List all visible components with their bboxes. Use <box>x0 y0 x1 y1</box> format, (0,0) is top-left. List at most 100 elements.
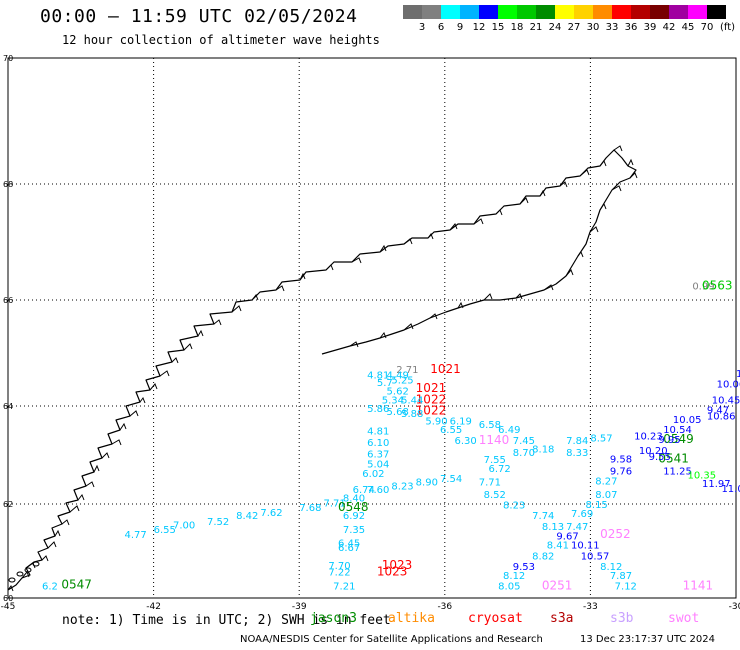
wave-height-value: 10.06 <box>717 379 740 390</box>
greenland-coastline <box>7 145 638 592</box>
latitude-label: 66 <box>3 296 13 305</box>
colorbar-unit: (ft) <box>720 22 735 33</box>
colorbar-cell <box>574 5 593 19</box>
wave-height-value: 7.87 <box>610 571 632 582</box>
wave-height-value: 8.52 <box>484 490 506 501</box>
wave-height-value: 4.49 <box>387 370 409 381</box>
map-frame <box>7 57 737 599</box>
colorbar-cell <box>403 5 422 19</box>
wave-height-value: 6.2 <box>42 582 58 593</box>
wave-height-value: 6.74 <box>353 485 375 496</box>
wave-height-value: 8.82 <box>532 551 554 562</box>
wave-height-value: 6.67 <box>338 543 360 554</box>
wave-height-value: 8.40 <box>343 494 365 505</box>
wave-height-value: 7.22 <box>328 567 350 578</box>
satellite-legend-s3b: s3b <box>610 611 634 626</box>
wave-height-value: 7.52 <box>207 517 229 528</box>
colorbar-tick-label: 70 <box>701 22 714 33</box>
fjord-detail <box>139 396 146 404</box>
fjord-detail <box>495 209 503 216</box>
fjord-detail <box>69 505 80 513</box>
wave-height-value: 11.02 <box>721 484 740 495</box>
fjord-detail <box>197 329 204 337</box>
fjord-detail <box>7 584 14 592</box>
fjord-detail <box>379 332 387 339</box>
wave-height-value: 10.57 <box>581 551 610 562</box>
wave-height-value: 7.68 <box>299 503 321 514</box>
colorbar-cell <box>669 5 688 19</box>
wave-height-value: 8.23 <box>503 501 525 512</box>
colorbar-cell <box>612 5 631 19</box>
fjord-detail <box>403 323 414 331</box>
colorbar-tick-label: 9 <box>457 22 463 33</box>
island <box>16 571 24 577</box>
latitude-label: 70 <box>3 54 13 63</box>
wave-height-value: 10.86 <box>707 412 736 423</box>
wave-height-value: 9.53 <box>513 562 535 573</box>
wave-height-value: 8.18 <box>532 445 554 456</box>
colorbar-tick-label: 42 <box>663 22 676 33</box>
colorbar-tick-label: 24 <box>549 22 562 33</box>
pass-time-label: 0549 <box>663 432 694 446</box>
wave-height-value: 7.62 <box>260 508 282 519</box>
colorbar-cell <box>688 5 707 19</box>
wave-height-value: 8.90 <box>416 477 438 488</box>
footer: NOAA/NESDIS Center for Satellite Applica… <box>240 634 715 645</box>
colorbar-tick-label: 27 <box>568 22 581 33</box>
credit-text: NOAA/NESDIS Center for Satellite Applica… <box>240 634 543 645</box>
fjord-detail <box>519 197 529 205</box>
fjord-detail <box>559 181 568 188</box>
fjord-detail <box>41 555 49 562</box>
coastline-path <box>7 149 637 591</box>
wave-height-value: 4.77 <box>124 530 146 541</box>
lat-lon-grid <box>7 57 737 599</box>
wave-height-value: 5.7 <box>377 378 393 389</box>
wave-height-value: 7.84 <box>566 436 588 447</box>
wave-height-value: 6.49 <box>498 425 520 436</box>
wave-height-value: 7.74 <box>532 511 554 522</box>
fjord-detail <box>543 284 554 291</box>
page-subtitle: 12 hour collection of altimeter wave hei… <box>62 33 380 47</box>
wave-height-value: 5.86 <box>367 404 389 415</box>
satellite-legend-jason3: jason3 <box>310 611 357 626</box>
longitude-label: -45 <box>1 602 16 612</box>
fjord-detail <box>85 481 95 488</box>
wave-height-value: 9.67 <box>556 531 578 542</box>
wave-height-value: 10.54 <box>663 425 692 436</box>
longitude-label: -42 <box>146 602 161 612</box>
colorbar-tick-label: 6 <box>438 22 444 33</box>
wave-height-value: 7.71 <box>323 498 345 509</box>
fjord-detail <box>183 343 193 351</box>
pass-time-label: 0548 <box>338 500 369 514</box>
pass-time-label: 1023 <box>382 558 413 572</box>
wave-height-value: 5.88 <box>401 409 423 420</box>
fjord-detail <box>483 293 493 301</box>
fjord-detail <box>565 269 574 277</box>
satellite-legend-cryosat: cryosat <box>468 611 523 626</box>
wave-height-value: 8.15 <box>586 500 608 511</box>
fjord-detail <box>54 529 61 537</box>
wave-height-value: 0.99 <box>692 282 714 293</box>
colorbar-tick-label: 12 <box>473 22 486 33</box>
fjord-detail <box>515 293 523 300</box>
fjord-detail <box>611 185 622 192</box>
generation-timestamp: 13 Dec 23:17:37 UTC 2024 <box>580 634 715 645</box>
wave-height-value: 11.25 <box>663 467 692 478</box>
wave-height-colorbar: 3 6 9 12 15 18 21 24 27 30 33 36 39 42 45 70 (ft) <box>403 5 735 33</box>
wave-height-value: 8.27 <box>595 476 617 487</box>
wave-height-value: 8.23 <box>391 481 413 492</box>
wave-height-value: 6.30 <box>455 436 477 447</box>
fjord-detail <box>47 541 57 549</box>
fjord-detail <box>93 464 100 473</box>
pass-time-label: 1141 <box>683 579 714 593</box>
colorbar-tick-label: 18 <box>511 22 524 33</box>
fjord-detail <box>325 264 334 271</box>
latitude-label: 62 <box>3 500 13 509</box>
wave-height-value: 7.60 <box>367 485 389 496</box>
longitude-label: -30 <box>729 602 740 612</box>
fjord-detail <box>599 160 607 167</box>
wave-height-value: 5.62 <box>387 386 409 397</box>
longitude-label: -33 <box>583 602 598 612</box>
page-title: 00:00 – 11:59 UTC 02/05/2024 <box>40 6 358 27</box>
wave-height-value: 6.92 <box>343 511 365 522</box>
